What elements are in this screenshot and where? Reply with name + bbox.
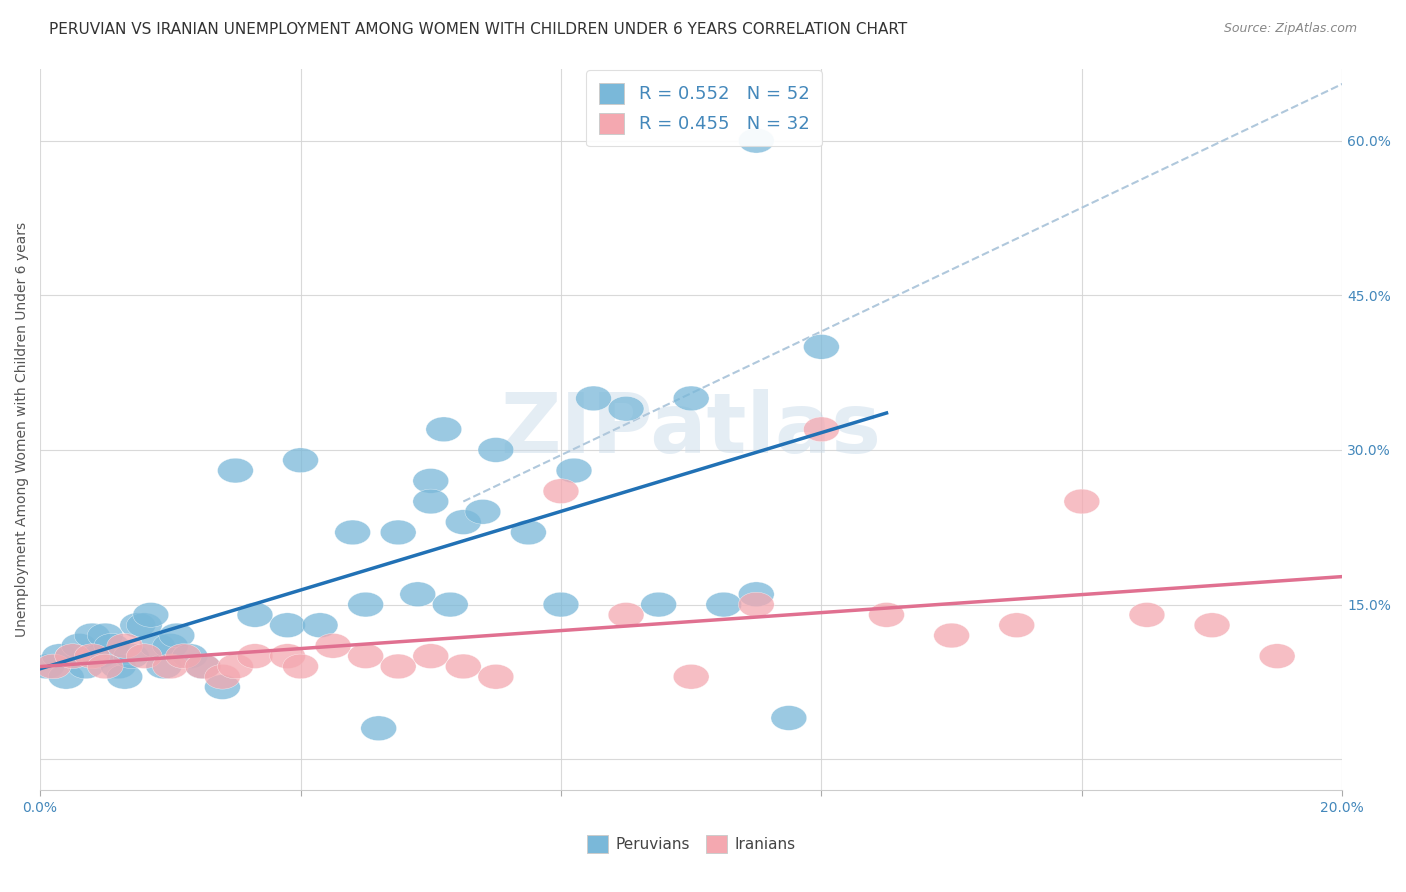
Ellipse shape: [869, 602, 904, 627]
Ellipse shape: [139, 633, 176, 658]
Ellipse shape: [270, 613, 305, 638]
Ellipse shape: [543, 479, 579, 504]
Ellipse shape: [361, 716, 396, 740]
Ellipse shape: [166, 644, 201, 668]
Ellipse shape: [1260, 644, 1295, 668]
Ellipse shape: [238, 644, 273, 668]
Ellipse shape: [146, 654, 181, 679]
Ellipse shape: [557, 458, 592, 483]
Ellipse shape: [673, 665, 709, 690]
Ellipse shape: [738, 582, 775, 607]
Ellipse shape: [80, 644, 117, 668]
Text: Source: ZipAtlas.com: Source: ZipAtlas.com: [1223, 22, 1357, 36]
Ellipse shape: [218, 458, 253, 483]
Ellipse shape: [204, 674, 240, 699]
Ellipse shape: [609, 396, 644, 421]
Ellipse shape: [107, 665, 142, 690]
Ellipse shape: [433, 592, 468, 617]
Ellipse shape: [100, 654, 136, 679]
Ellipse shape: [1064, 489, 1099, 514]
Ellipse shape: [35, 654, 72, 679]
Text: ZIPatlas: ZIPatlas: [501, 389, 882, 470]
Ellipse shape: [426, 417, 461, 442]
Ellipse shape: [998, 613, 1035, 638]
Text: PERUVIAN VS IRANIAN UNEMPLOYMENT AMONG WOMEN WITH CHILDREN UNDER 6 YEARS CORRELA: PERUVIAN VS IRANIAN UNEMPLOYMENT AMONG W…: [49, 22, 907, 37]
Ellipse shape: [87, 624, 124, 648]
Ellipse shape: [62, 633, 97, 658]
Ellipse shape: [803, 334, 839, 359]
Ellipse shape: [270, 644, 305, 668]
Ellipse shape: [446, 654, 481, 679]
Ellipse shape: [1129, 602, 1164, 627]
Ellipse shape: [107, 633, 142, 658]
Ellipse shape: [478, 665, 513, 690]
Y-axis label: Unemployment Among Women with Children Under 6 years: Unemployment Among Women with Children U…: [15, 222, 30, 637]
Ellipse shape: [114, 644, 149, 668]
Ellipse shape: [55, 644, 90, 668]
Ellipse shape: [75, 624, 110, 648]
Ellipse shape: [446, 509, 481, 534]
Ellipse shape: [380, 520, 416, 545]
Ellipse shape: [218, 654, 253, 679]
Ellipse shape: [738, 592, 775, 617]
Ellipse shape: [380, 654, 416, 679]
Ellipse shape: [159, 624, 195, 648]
Ellipse shape: [543, 592, 579, 617]
Ellipse shape: [42, 644, 77, 668]
Ellipse shape: [48, 665, 84, 690]
Ellipse shape: [347, 592, 384, 617]
Ellipse shape: [413, 644, 449, 668]
Ellipse shape: [738, 128, 775, 153]
Ellipse shape: [283, 448, 318, 473]
Ellipse shape: [204, 665, 240, 690]
Ellipse shape: [120, 613, 156, 638]
Ellipse shape: [803, 417, 839, 442]
Ellipse shape: [641, 592, 676, 617]
Ellipse shape: [283, 654, 318, 679]
Ellipse shape: [186, 654, 221, 679]
Ellipse shape: [186, 654, 221, 679]
Ellipse shape: [510, 520, 547, 545]
Ellipse shape: [399, 582, 436, 607]
Ellipse shape: [465, 500, 501, 524]
Ellipse shape: [673, 386, 709, 411]
Ellipse shape: [127, 644, 162, 668]
Ellipse shape: [1194, 613, 1230, 638]
Ellipse shape: [413, 468, 449, 493]
Legend: R = 0.552   N = 52, R = 0.455   N = 32: R = 0.552 N = 52, R = 0.455 N = 32: [586, 70, 823, 146]
Ellipse shape: [706, 592, 741, 617]
Ellipse shape: [335, 520, 371, 545]
Ellipse shape: [609, 602, 644, 627]
Ellipse shape: [28, 654, 65, 679]
Ellipse shape: [238, 602, 273, 627]
Ellipse shape: [87, 654, 124, 679]
Ellipse shape: [75, 644, 110, 668]
Ellipse shape: [152, 633, 188, 658]
Ellipse shape: [478, 438, 513, 462]
Ellipse shape: [315, 633, 352, 658]
Ellipse shape: [770, 706, 807, 731]
Ellipse shape: [347, 644, 384, 668]
Ellipse shape: [934, 624, 970, 648]
Ellipse shape: [67, 654, 104, 679]
Ellipse shape: [127, 613, 162, 638]
Ellipse shape: [94, 633, 129, 658]
Ellipse shape: [55, 644, 90, 668]
Ellipse shape: [152, 654, 188, 679]
Ellipse shape: [575, 386, 612, 411]
Ellipse shape: [172, 644, 208, 668]
Ellipse shape: [302, 613, 337, 638]
Ellipse shape: [413, 489, 449, 514]
Ellipse shape: [134, 602, 169, 627]
